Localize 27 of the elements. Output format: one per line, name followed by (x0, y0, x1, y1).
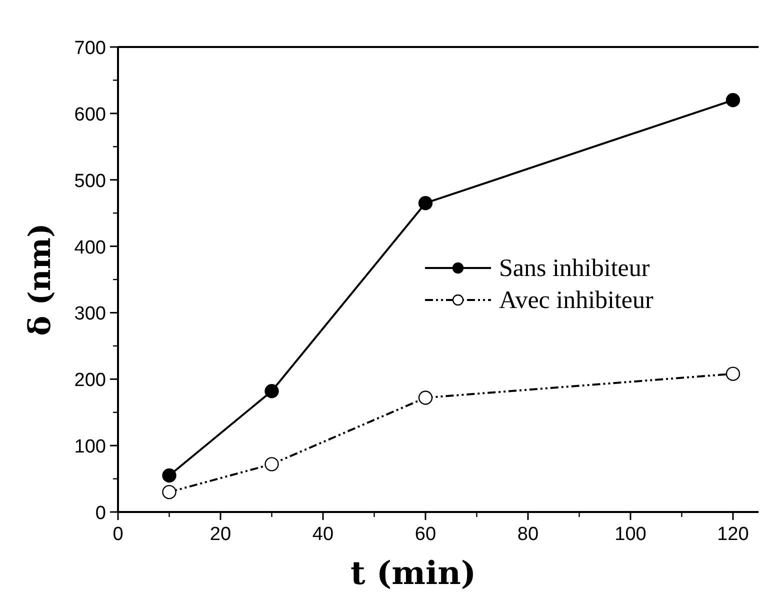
y-tick-label: 0 (95, 503, 106, 524)
x-tick-label: 0 (112, 524, 124, 545)
x-tick-label: 20 (210, 524, 232, 545)
point (162, 468, 176, 483)
y-tick-label: 600 (74, 104, 106, 126)
x-tick-label: 80 (517, 524, 539, 545)
x-axis-title: t (min) (350, 554, 476, 592)
y-tick-label: 500 (74, 170, 106, 192)
point (726, 93, 740, 108)
x-tick-label: 60 (414, 524, 436, 545)
y-tick-label: 200 (74, 370, 106, 392)
y-tick-label: 100 (74, 436, 106, 458)
y-tick-label: 400 (74, 237, 106, 258)
point (162, 484, 176, 500)
x-tick-label: 100 (614, 524, 646, 545)
x-tick-label: 40 (312, 524, 334, 545)
legend-label: Avec inhibiteur (499, 287, 654, 314)
x-tick-label: 120 (717, 524, 749, 545)
point (264, 384, 279, 398)
point (264, 457, 279, 472)
point (418, 196, 433, 210)
point (726, 366, 740, 381)
legend-label: Sans inhibiteur (499, 255, 650, 282)
point (418, 390, 433, 405)
y-axis-title: δ (nm) (23, 223, 58, 336)
y-tick-label: 700 (74, 38, 106, 59)
y-tick-label: 300 (74, 304, 106, 325)
